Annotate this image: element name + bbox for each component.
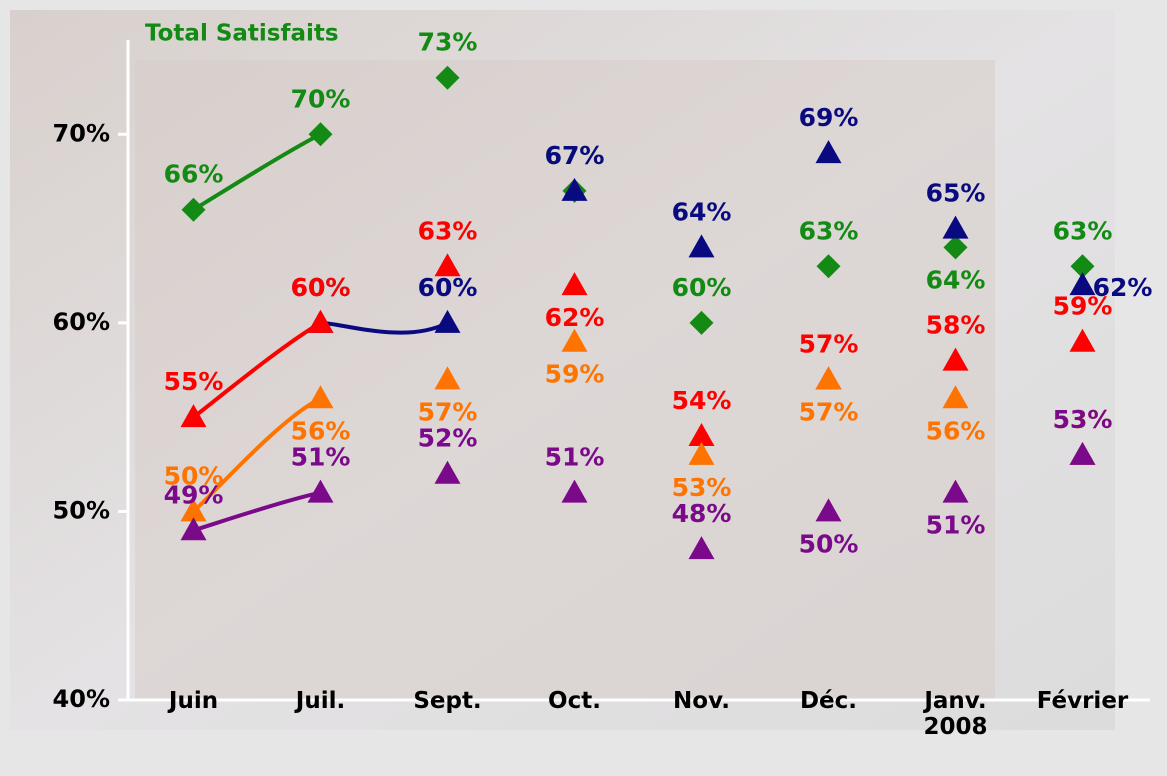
data-label: 53% — [1053, 405, 1113, 434]
marker — [942, 479, 969, 503]
data-label: 60% — [418, 273, 478, 302]
data-label: 49% — [164, 480, 224, 509]
data-label: 63% — [799, 216, 859, 245]
data-label: 55% — [164, 367, 224, 396]
marker — [815, 366, 842, 390]
data-label: 59% — [545, 360, 605, 389]
marker — [307, 309, 334, 333]
x-tick-label: Nov. — [673, 688, 730, 714]
marker — [180, 517, 207, 541]
marker — [435, 65, 460, 90]
x-tick-label: Oct. — [548, 688, 601, 714]
data-label: 69% — [799, 103, 859, 132]
marker — [815, 140, 842, 164]
data-label: 50% — [799, 529, 859, 558]
series-line — [192, 490, 321, 533]
data-label: 57% — [799, 329, 859, 358]
series-line — [192, 132, 322, 212]
series-line — [192, 321, 322, 419]
marker — [307, 479, 334, 503]
marker — [688, 423, 715, 446]
marker — [1069, 328, 1096, 352]
photo-backdrop — [135, 60, 995, 700]
data-label: 63% — [1053, 216, 1113, 245]
x-tick-label: Février — [1036, 688, 1129, 714]
data-label: 73% — [418, 28, 478, 57]
data-label: 56% — [291, 416, 351, 445]
marker — [307, 385, 334, 409]
data-label: 58% — [926, 311, 986, 340]
marker — [434, 309, 461, 333]
marker — [1069, 441, 1096, 465]
data-label: 51% — [545, 443, 605, 472]
marker — [688, 441, 715, 465]
series-line — [320, 320, 449, 335]
data-label: 60% — [291, 273, 351, 302]
data-label: 70% — [291, 84, 351, 113]
data-label: 60% — [291, 273, 351, 302]
data-label: 48% — [672, 499, 732, 528]
marker — [434, 366, 461, 390]
series-line — [192, 396, 322, 513]
data-label: 67% — [545, 141, 605, 170]
data-label: 51% — [291, 443, 351, 472]
data-label: 53% — [1053, 405, 1113, 434]
marker — [180, 498, 207, 522]
marker — [689, 310, 714, 335]
marker — [943, 235, 968, 260]
data-label: 51% — [926, 511, 986, 540]
data-label: 53% — [672, 473, 732, 502]
y-tick-label: 50% — [53, 496, 110, 524]
x-tick-label: Janv. 2008 — [923, 688, 988, 740]
data-label: 64% — [672, 197, 732, 226]
marker — [561, 328, 588, 352]
data-label: 62% — [545, 303, 605, 332]
x-tick-label: Juil. — [295, 688, 346, 714]
marker — [434, 460, 461, 484]
x-tick-label: Déc. — [799, 688, 858, 714]
y-tick-label: 60% — [53, 308, 110, 336]
data-label: 64% — [926, 265, 986, 294]
marker — [434, 253, 461, 277]
x-tick-label: Juin — [168, 688, 219, 714]
marker — [180, 404, 207, 428]
data-label: 59% — [1053, 292, 1113, 321]
data-label: 54% — [672, 386, 732, 415]
marker — [308, 122, 333, 147]
data-label: 57% — [799, 397, 859, 426]
marker — [942, 215, 969, 239]
marker — [942, 385, 969, 409]
y-tick-label: 40% — [53, 685, 110, 713]
data-label: 56% — [926, 416, 986, 445]
marker — [688, 536, 715, 560]
data-label: 50% — [164, 461, 224, 490]
data-label: 52% — [418, 424, 478, 453]
marker — [816, 254, 841, 279]
y-tick-label: 70% — [53, 119, 110, 147]
marker — [1069, 272, 1096, 296]
data-label: 67% — [545, 141, 605, 170]
data-label: 66% — [164, 160, 224, 189]
marker — [942, 347, 969, 371]
legend-title: Total Satisfaits — [145, 21, 339, 47]
marker — [561, 177, 588, 201]
data-label: 62% — [1093, 273, 1153, 302]
data-label: 60% — [672, 273, 732, 302]
data-label: 63% — [418, 216, 478, 245]
marker — [815, 498, 842, 522]
data-label: 57% — [418, 397, 478, 426]
x-tick-label: Sept. — [413, 688, 482, 714]
marker — [1070, 254, 1095, 279]
marker — [688, 234, 715, 258]
marker — [561, 479, 588, 503]
marker — [181, 197, 206, 222]
marker — [561, 272, 588, 296]
data-label: 65% — [926, 179, 986, 208]
